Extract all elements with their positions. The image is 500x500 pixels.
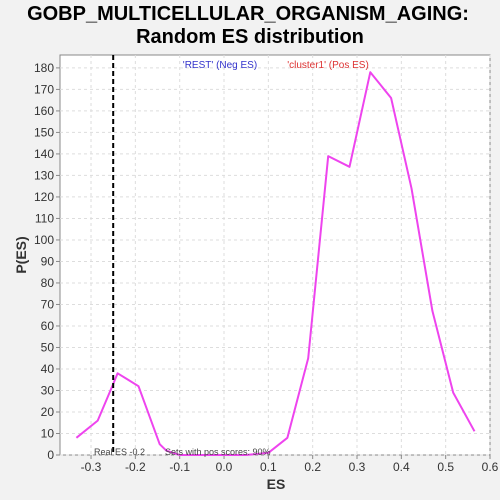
y-tick-label: 80 <box>41 276 55 290</box>
y-tick-label: 100 <box>34 233 54 247</box>
series-line-0 <box>75 71 476 456</box>
x-axis-ticks: -0.3 -0.2 -0.1 0.0 0.1 0.2 0.3 0.4 0.5 0.6 <box>81 455 499 474</box>
y-axis-ticks: 0 10 20 30 40 50 60 70 80 90 100 110 120 130 140 150 160… <box>34 61 60 462</box>
chart-title-line2: Random ES distribution <box>136 26 364 48</box>
y-tick-label: 90 <box>41 254 55 268</box>
x-tick-label: 0.3 <box>349 460 366 474</box>
x-tick-label: -0.2 <box>125 460 146 474</box>
grid <box>60 55 491 456</box>
legend-neg-es: 'REST' (Neg ES) <box>183 60 257 71</box>
y-tick-label: 10 <box>41 426 55 440</box>
y-tick-label: 180 <box>34 61 54 75</box>
y-tick-label: 170 <box>34 82 54 96</box>
y-tick-label: 60 <box>41 319 55 333</box>
x-tick-label: 0.6 <box>482 460 499 474</box>
y-tick-label: 160 <box>34 104 54 118</box>
pos-scores-annotation: Sets with pos scores: 90% <box>165 447 271 457</box>
x-tick-label: 0.4 <box>393 460 410 474</box>
y-tick-label: 70 <box>41 297 55 311</box>
y-tick-label: 140 <box>34 147 54 161</box>
y-tick-label: 0 <box>47 448 54 462</box>
y-tick-label: 40 <box>41 362 55 376</box>
x-tick-label: 0.5 <box>437 460 454 474</box>
y-tick-label: 110 <box>35 211 54 225</box>
real-es-annotation: Real ES -0.2 <box>94 447 145 457</box>
plot-area <box>59 54 491 456</box>
y-tick-label: 50 <box>41 340 55 354</box>
legend-pos-es: 'cluster1' (Pos ES) <box>287 60 369 71</box>
x-axis-label: ES <box>267 476 286 492</box>
x-tick-label: 0.0 <box>216 460 233 474</box>
x-tick-label: 0.2 <box>304 460 321 474</box>
series-group <box>75 71 476 456</box>
y-tick-label: 150 <box>34 125 54 139</box>
y-axis-label: P(ES) <box>13 236 29 273</box>
x-tick-label: 0.1 <box>260 460 277 474</box>
x-tick-label: -0.1 <box>169 460 190 474</box>
y-tick-label: 120 <box>34 190 54 204</box>
y-tick-label: 20 <box>41 405 55 419</box>
y-tick-label: 30 <box>41 383 55 397</box>
chart-title-line1: GOBP_MULTICELLULAR_ORGANISM_AGING: <box>27 3 469 25</box>
x-tick-label: -0.3 <box>81 460 102 474</box>
y-tick-label: 130 <box>34 168 54 182</box>
